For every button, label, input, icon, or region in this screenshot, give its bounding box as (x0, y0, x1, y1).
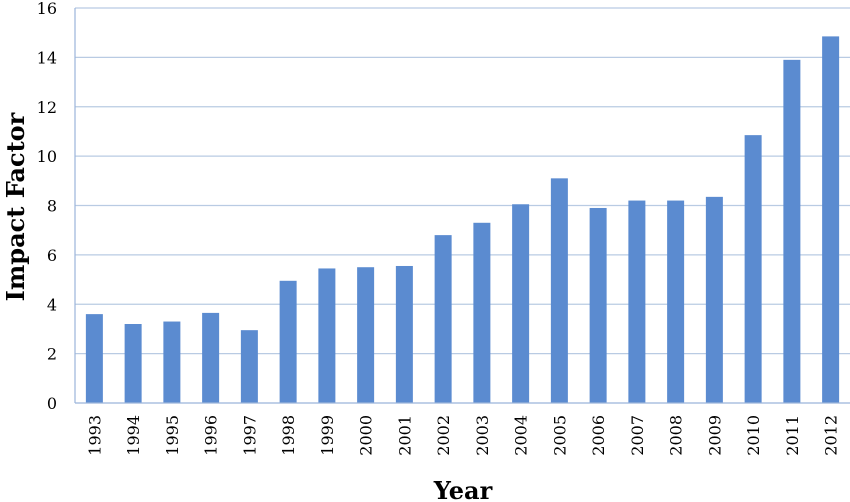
bars (85, 36, 840, 403)
bar-1994 (124, 324, 142, 403)
x-tick-label: 2012 (822, 415, 841, 456)
bar-2002 (434, 235, 452, 403)
y-tick-label: 8 (47, 197, 57, 216)
x-tick-label: 2000 (357, 415, 376, 456)
y-tick-label: 6 (47, 246, 57, 265)
x-tick-label: 2008 (667, 415, 686, 456)
bar-2011 (783, 59, 801, 403)
bar-1993 (85, 314, 103, 403)
x-tick-label: 2010 (744, 415, 763, 456)
x-tick-label: 2003 (473, 415, 492, 456)
x-tick-label: 2007 (628, 415, 647, 456)
bar-1997 (240, 330, 258, 403)
x-tick-label: 1994 (124, 415, 143, 456)
bar-1995 (163, 321, 181, 403)
y-tick-label: 2 (47, 345, 57, 364)
x-tick-label: 1997 (240, 415, 259, 456)
x-tick-label: 1998 (279, 415, 298, 456)
x-tick-label: 1995 (163, 415, 182, 456)
y-tick-label: 12 (37, 98, 57, 117)
bar-2001 (395, 265, 413, 403)
bar-2000 (357, 267, 375, 403)
x-tick-label: 1996 (202, 415, 221, 456)
y-tick-labels: 0 2 4 6 8 10 12 14 16 (37, 0, 57, 413)
bar-2004 (512, 204, 530, 403)
y-axis-title: Impact Factor (1, 112, 30, 301)
x-tick-labels: 1993 1994 1995 1996 1997 1998 1999 2000 2001 2002… (85, 415, 840, 456)
x-tick-label: 2001 (395, 415, 414, 456)
bar-2005 (550, 178, 568, 403)
bar-2009 (705, 196, 723, 403)
bar-2003 (473, 222, 491, 403)
x-tick-label: 1999 (318, 415, 337, 456)
bar-2008 (667, 200, 685, 403)
y-tick-label: 16 (37, 0, 57, 18)
x-tick-label: 1993 (85, 415, 104, 456)
grid-lines (75, 7, 850, 355)
y-tick-label: 0 (47, 394, 57, 413)
y-tick-label: 4 (47, 295, 57, 314)
bar-2006 (589, 207, 607, 403)
y-tick-label: 10 (37, 147, 57, 166)
y-tick-label: 14 (37, 48, 57, 67)
bar-1998 (279, 280, 297, 403)
axes (74, 8, 850, 404)
bar-2007 (628, 200, 646, 403)
bar-2012 (822, 36, 840, 403)
bar-2010 (744, 135, 762, 403)
bar-1996 (202, 312, 220, 403)
x-axis-title: Year (433, 476, 493, 502)
x-tick-label: 2004 (512, 415, 531, 456)
bar-1999 (318, 268, 336, 403)
x-tick-label: 2011 (783, 415, 802, 456)
x-tick-label: 2009 (705, 415, 724, 456)
x-tick-label: 2005 (550, 415, 569, 456)
x-tick-label: 2006 (589, 415, 608, 456)
x-tick-label: 2002 (434, 415, 453, 456)
